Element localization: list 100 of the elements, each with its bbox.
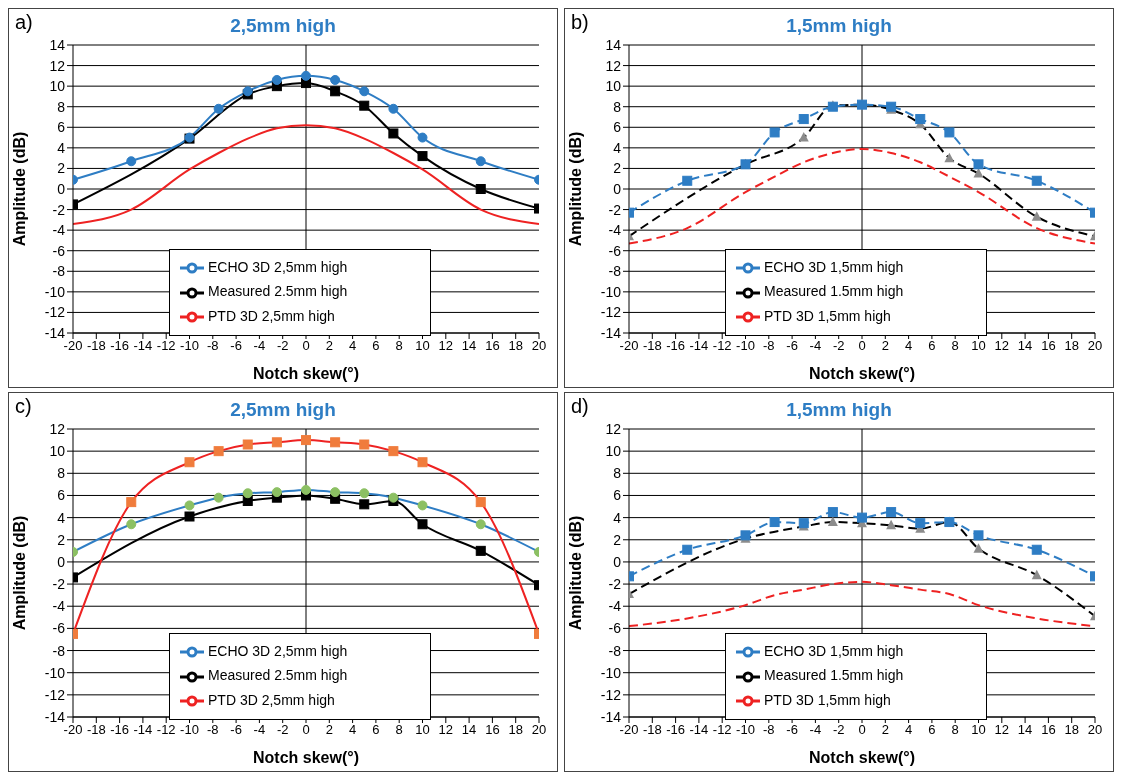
x-tick-label: -6 xyxy=(230,338,242,354)
x-tick-label: -6 xyxy=(230,722,242,738)
y-tick-label: -6 xyxy=(608,620,622,637)
x-tick-label: -12 xyxy=(712,722,732,738)
x-tick-label: 0 xyxy=(302,722,310,738)
x-tick-label: 2 xyxy=(325,722,333,738)
y-tick-label: -2 xyxy=(52,201,66,218)
y-tick-label: -12 xyxy=(600,304,622,321)
x-tick-label: 14 xyxy=(461,722,477,738)
y-axis-title: Amplitude (dB) xyxy=(10,131,28,247)
y-tick-label: -10 xyxy=(44,664,66,681)
x-tick-label: -16 xyxy=(666,722,685,738)
y-tick-label: 2 xyxy=(57,160,66,177)
x-tick-label: 10 xyxy=(415,722,430,738)
x-tick-label: -4 xyxy=(809,338,822,354)
x-tick-label: 6 xyxy=(372,722,380,738)
y-tick-label: 6 xyxy=(57,487,66,504)
y-tick-label: 10 xyxy=(605,78,622,95)
y-tick-label: 10 xyxy=(605,443,622,460)
x-tick-label: -14 xyxy=(689,722,709,738)
x-tick-label: -12 xyxy=(156,338,176,354)
x-axis-title: Notch skew(°) xyxy=(253,365,359,382)
y-tick-label: -8 xyxy=(52,642,66,659)
x-tick-label: -20 xyxy=(619,338,639,354)
legend-label: Measured 1.5mm high xyxy=(764,283,904,300)
y-tick-label: 0 xyxy=(613,553,622,570)
x-tick-label: 20 xyxy=(531,338,547,354)
x-tick-label: 8 xyxy=(395,722,403,738)
y-tick-label: -8 xyxy=(52,263,66,280)
x-tick-label: -8 xyxy=(763,722,775,738)
y-tick-label: 6 xyxy=(57,119,66,136)
y-tick-label: 0 xyxy=(57,180,66,197)
x-tick-label: -12 xyxy=(712,338,732,354)
y-tick-label: -4 xyxy=(52,598,66,615)
y-tick-label: 12 xyxy=(605,420,622,437)
x-tick-label: -2 xyxy=(832,722,845,738)
x-tick-label: -14 xyxy=(689,338,709,354)
x-tick-label: 10 xyxy=(415,338,430,354)
x-tick-label: 16 xyxy=(485,722,500,738)
x-tick-label: 20 xyxy=(1087,338,1103,354)
y-axis-title: Amplitude (dB) xyxy=(566,131,584,247)
x-tick-label: -16 xyxy=(666,338,685,354)
y-tick-label: 10 xyxy=(49,78,66,95)
x-tick-label: -12 xyxy=(156,722,176,738)
y-tick-label: 4 xyxy=(57,509,66,526)
x-tick-label: -18 xyxy=(86,722,106,738)
x-tick-label: 4 xyxy=(904,722,913,738)
y-tick-label: -4 xyxy=(608,598,622,615)
legend-label: Measured 2.5mm high xyxy=(208,283,348,300)
x-tick-label: -8 xyxy=(207,338,219,354)
legend-label: PTD 3D 1,5mm high xyxy=(764,307,891,324)
x-axis-title: Notch skew(°) xyxy=(809,749,915,766)
x-tick-label: -6 xyxy=(786,338,798,354)
legend-label: Measured 1.5mm high xyxy=(764,667,904,684)
x-tick-label: -20 xyxy=(63,338,83,354)
x-tick-label: -4 xyxy=(253,338,266,354)
y-tick-label: -10 xyxy=(44,283,66,300)
y-tick-label: 12 xyxy=(49,420,66,437)
y-tick-label: 0 xyxy=(613,180,622,197)
y-axis-title: Amplitude (dB) xyxy=(566,515,584,631)
chart-title: 1,5mm high xyxy=(786,15,892,36)
x-tick-label: 12 xyxy=(438,338,454,354)
x-tick-label: 18 xyxy=(508,338,523,354)
x-tick-label: -20 xyxy=(63,722,83,738)
x-tick-label: 12 xyxy=(994,338,1010,354)
x-tick-label: 4 xyxy=(904,338,913,354)
x-tick-label: 2 xyxy=(881,722,889,738)
text: b) xyxy=(571,11,589,34)
x-tick-label: -2 xyxy=(276,338,289,354)
legend-label: ECHO 3D 2,5mm high xyxy=(208,643,348,659)
x-tick-label: 2 xyxy=(325,338,333,354)
x-tick-label: 10 xyxy=(971,722,986,738)
y-tick-label: 4 xyxy=(613,139,622,156)
y-tick-label: -12 xyxy=(600,686,622,703)
x-tick-label: -16 xyxy=(110,722,129,738)
x-axis-title: Notch skew(°) xyxy=(809,365,915,382)
x-tick-label: 6 xyxy=(928,338,936,354)
legend-label: ECHO 3D 1,5mm high xyxy=(764,259,904,275)
legend-label: PTD 3D 2,5mm high xyxy=(208,307,335,324)
x-tick-label: -4 xyxy=(253,722,266,738)
y-tick-label: 12 xyxy=(605,57,622,74)
x-tick-label: 4 xyxy=(348,722,357,738)
y-tick-label: 8 xyxy=(57,98,66,115)
x-tick-label: -2 xyxy=(832,338,845,354)
y-tick-label: -14 xyxy=(600,324,622,341)
text: a) xyxy=(15,11,33,34)
x-tick-label: 18 xyxy=(1064,722,1079,738)
y-tick-label: 0 xyxy=(57,553,66,570)
x-tick-label: 6 xyxy=(372,338,380,354)
x-tick-label: -20 xyxy=(619,722,639,738)
x-tick-label: -4 xyxy=(809,722,822,738)
x-tick-label: -14 xyxy=(133,338,153,354)
x-tick-label: 0 xyxy=(302,338,310,354)
x-tick-label: 14 xyxy=(1017,338,1033,354)
x-tick-label: 2 xyxy=(881,338,889,354)
y-tick-label: 2 xyxy=(613,531,622,548)
y-tick-label: 10 xyxy=(49,443,66,460)
y-tick-label: -6 xyxy=(52,242,66,259)
y-tick-label: 12 xyxy=(49,57,66,74)
x-tick-label: -14 xyxy=(133,722,153,738)
